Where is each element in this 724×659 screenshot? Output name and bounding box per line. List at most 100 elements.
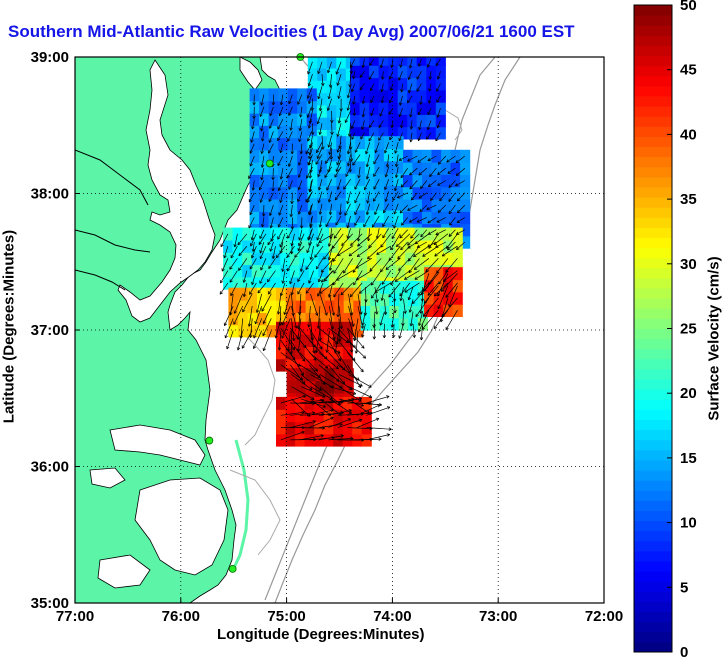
arrow-head (446, 159, 449, 163)
arrow-head (408, 219, 412, 223)
arrow-head (283, 311, 285, 315)
arrow-head (416, 89, 420, 92)
arrow-head (399, 211, 404, 214)
arrow-head (407, 158, 410, 162)
velocity-arrow (290, 205, 293, 217)
arrow-head (353, 323, 355, 327)
arrow-head (250, 335, 253, 338)
velocity-arrow (335, 159, 342, 172)
field-cell (393, 160, 404, 174)
arrow-head (328, 151, 330, 155)
field-cell (395, 252, 406, 266)
velocity-arrow (351, 83, 356, 93)
arrow-head (391, 334, 394, 338)
velocity-arrow (328, 398, 355, 404)
field-cell (350, 102, 361, 115)
field-cell (383, 136, 394, 150)
arrow-head (307, 200, 310, 203)
arrow-head (420, 233, 422, 237)
colorbar-band (634, 156, 672, 168)
velocity-arrow (348, 123, 351, 137)
arrow-head (255, 321, 258, 325)
field-cell (259, 100, 270, 114)
field-cell (251, 239, 262, 253)
field-cell (251, 252, 262, 266)
arrow-head (345, 174, 349, 177)
field-cell (452, 279, 463, 293)
velocity-arrow (319, 98, 323, 111)
arrow-head (361, 114, 364, 118)
velocity-arrow (417, 155, 428, 163)
arrow-head (439, 199, 443, 202)
arrow-head (305, 151, 309, 155)
velocity-arrow (230, 245, 238, 259)
velocity-arrow (404, 270, 420, 280)
arrow-head (421, 298, 425, 302)
field-cell (395, 227, 406, 241)
arrow-head (310, 337, 313, 341)
velocity-arrow (416, 217, 427, 223)
velocity-arrow (385, 166, 390, 178)
field-cell (228, 300, 239, 313)
arrow-head (361, 334, 363, 338)
arrow-head (337, 187, 341, 190)
arrow-head (378, 138, 382, 141)
arrow-head (272, 163, 275, 167)
velocity-arrow (347, 154, 351, 167)
arrow-head (318, 96, 321, 100)
velocity-arrow (317, 61, 323, 74)
field-cell (336, 148, 347, 162)
arrow-head (436, 219, 439, 223)
arrow-head (290, 151, 293, 155)
velocity-arrow (348, 293, 353, 316)
velocity-arrow (356, 418, 380, 428)
arrow-head (270, 225, 273, 229)
field-cell (426, 57, 437, 66)
velocity-arrow (418, 311, 423, 326)
velocity-arrow (252, 119, 255, 130)
field-cell (441, 211, 452, 225)
arrow-head (338, 120, 342, 124)
arrow-head (376, 251, 379, 255)
arrow-head (315, 350, 319, 354)
velocity-arrow (401, 217, 408, 226)
velocity-arrow (448, 192, 456, 202)
velocity-arrow (307, 86, 313, 99)
arrow-head (314, 255, 318, 258)
arrow-head (422, 253, 425, 257)
arrow-head (249, 267, 253, 270)
field-cell (287, 149, 298, 163)
arrow-head (401, 322, 404, 326)
arrow-head (331, 417, 334, 420)
arrow-head (434, 253, 437, 257)
arrow-head (362, 114, 366, 118)
velocity-arrow (418, 167, 428, 176)
arrow-head (307, 139, 311, 142)
field-cell (326, 209, 337, 223)
arrow-head (407, 244, 411, 246)
velocity-arrow (353, 95, 356, 105)
field-cell (407, 57, 418, 66)
arrow-head (390, 324, 393, 328)
arrow-head (391, 125, 394, 129)
field-cell (251, 264, 262, 278)
field-cell (443, 267, 454, 281)
velocity-arrow (376, 245, 391, 255)
arrow-head (380, 270, 384, 273)
arrow-head (418, 172, 421, 176)
arrow-head (373, 187, 377, 190)
field-cell (414, 227, 425, 241)
arrow-head (312, 420, 316, 422)
arrow-head (428, 246, 432, 249)
field-cell (424, 291, 435, 305)
velocity-arrow (384, 142, 390, 154)
arrow-head (309, 152, 312, 156)
field-cell (426, 114, 437, 128)
arrow-head (398, 138, 402, 142)
velocity-arrow (308, 73, 313, 87)
velocity-arrow (368, 233, 382, 248)
arrow-head (455, 159, 458, 163)
arrow-head (370, 88, 374, 91)
field-cell (422, 149, 433, 163)
arrow-head (393, 225, 397, 229)
